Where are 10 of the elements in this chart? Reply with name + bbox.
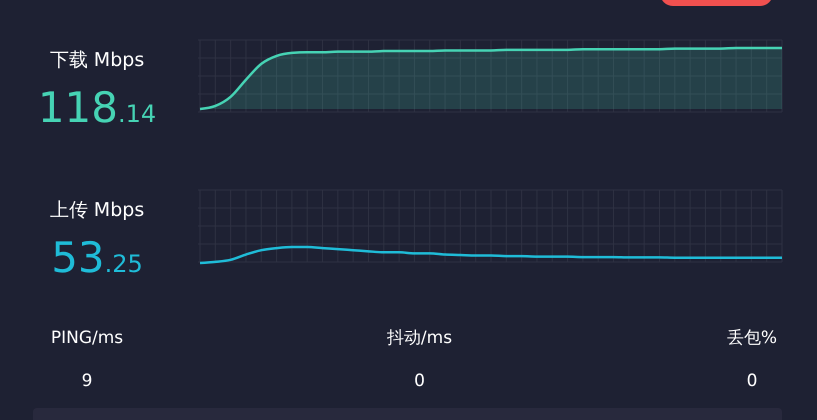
text: 118.14 — [38, 83, 156, 132]
category-label: 抖动/ms — [386, 328, 452, 348]
category-label: 丢包% — [726, 328, 778, 348]
chart-title: 上传 Mbps — [50, 199, 144, 221]
category-label: PING/ms — [50, 328, 124, 348]
text: 53.25 — [51, 233, 143, 282]
data-label: 9 — [82, 371, 92, 391]
data-label: 0 — [414, 371, 425, 391]
chart-title: 下载 Mbps — [50, 49, 144, 71]
data-label: 0 — [746, 371, 758, 391]
